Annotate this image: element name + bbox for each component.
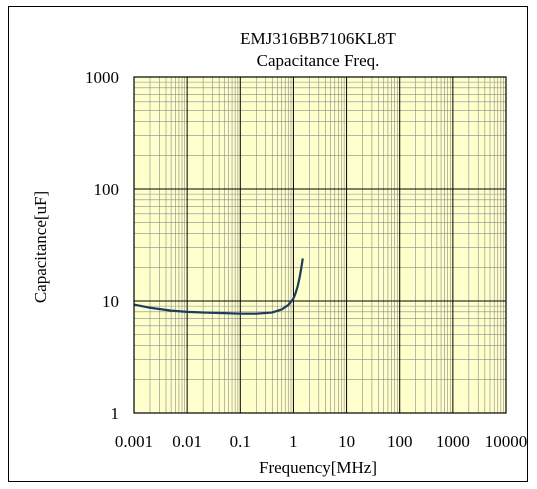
x-tick-label: 10 (338, 432, 355, 451)
y-tick-label: 1000 (85, 68, 119, 87)
y-tick-labels: 1 10 100 1000 (85, 68, 119, 423)
plot-area (134, 77, 506, 413)
chart-title: EMJ316BB7106KL8T (240, 29, 396, 48)
x-tick-label: 10000 (485, 432, 528, 451)
x-tick-label: 0.01 (172, 432, 202, 451)
series-line (133, 258, 304, 315)
series-layer (133, 258, 304, 315)
x-tick-label: 1000 (436, 432, 470, 451)
x-tick-labels: 0.001 0.01 0.1 1 10 100 1000 10000 (115, 432, 527, 451)
x-tick-label: 0.001 (115, 432, 153, 451)
y-tick-label: 10 (102, 292, 119, 311)
x-tick-label: 1 (289, 432, 298, 451)
x-axis-label: Frequency[MHz] (259, 458, 377, 477)
plot-border (133, 76, 507, 414)
x-tick-label: 100 (387, 432, 413, 451)
grid-minor (134, 77, 506, 413)
x-tick-label: 0.1 (230, 432, 251, 451)
y-tick-label: 1 (111, 404, 120, 423)
y-tick-label: 100 (94, 180, 120, 199)
chart-subtitle: Capacitance Freq. (257, 51, 380, 70)
y-axis-label: Capacitance[uF] (31, 191, 50, 303)
